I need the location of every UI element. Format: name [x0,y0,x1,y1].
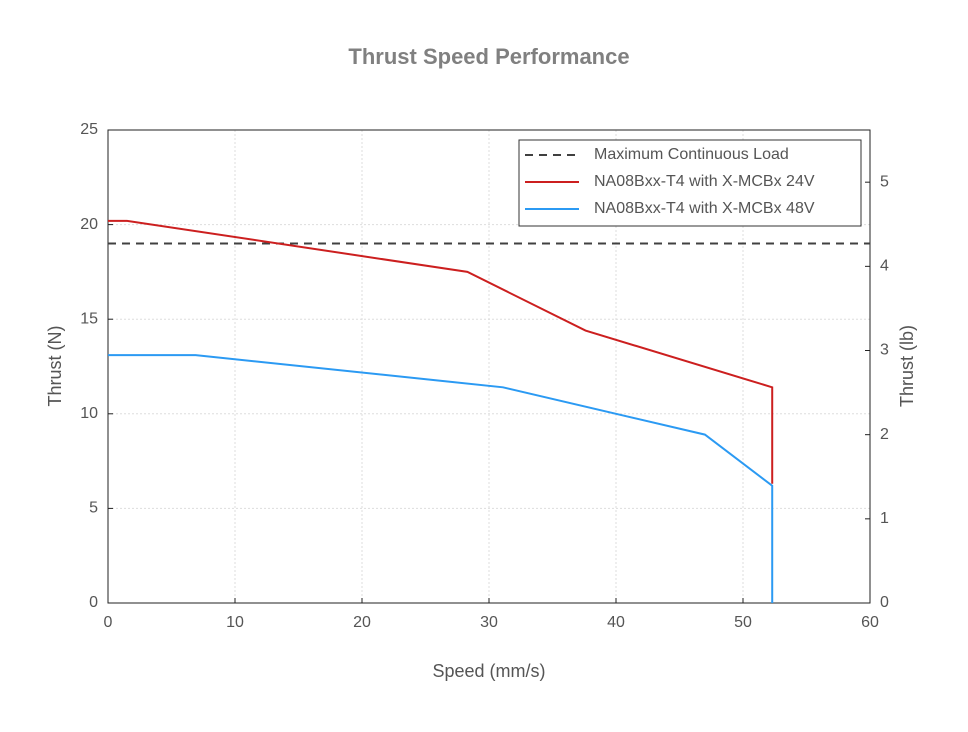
series-line [108,219,774,484]
y2-tick-label: 5 [880,173,889,190]
y2-tick-label: 2 [880,426,889,443]
x-tick-label: 0 [104,614,113,631]
y-tick-label: 5 [89,500,98,517]
legend-label: Maximum Continuous Load [594,146,789,163]
series-line [108,354,774,603]
y-tick-label: 10 [80,405,98,422]
y2-tick-label: 1 [880,510,889,527]
x-axis-label: Speed (mm/s) [432,661,545,681]
x-tick-label: 20 [353,614,371,631]
y-tick-label: 0 [89,594,98,611]
y-tick-label: 25 [80,121,98,138]
x-tick-label: 40 [607,614,625,631]
legend-label: NA08Bxx-T4 with X-MCBx 24V [594,173,815,190]
y2-axis-label: Thrust (lb) [897,325,917,407]
x-tick-label: 60 [861,614,879,631]
y2-tick-label: 3 [880,342,889,359]
x-tick-label: 10 [226,614,244,631]
x-tick-label: 30 [480,614,498,631]
y-tick-label: 20 [80,216,98,233]
legend-label: NA08Bxx-T4 with X-MCBx 48V [594,200,815,217]
y-axis-label: Thrust (N) [45,326,65,407]
y2-tick-label: 4 [880,258,889,275]
chart-title: Thrust Speed Performance [348,44,629,69]
y-tick-label: 15 [80,310,98,327]
y2-tick-label: 0 [880,594,889,611]
plot-frame [107,129,871,604]
x-tick-label: 50 [734,614,752,631]
